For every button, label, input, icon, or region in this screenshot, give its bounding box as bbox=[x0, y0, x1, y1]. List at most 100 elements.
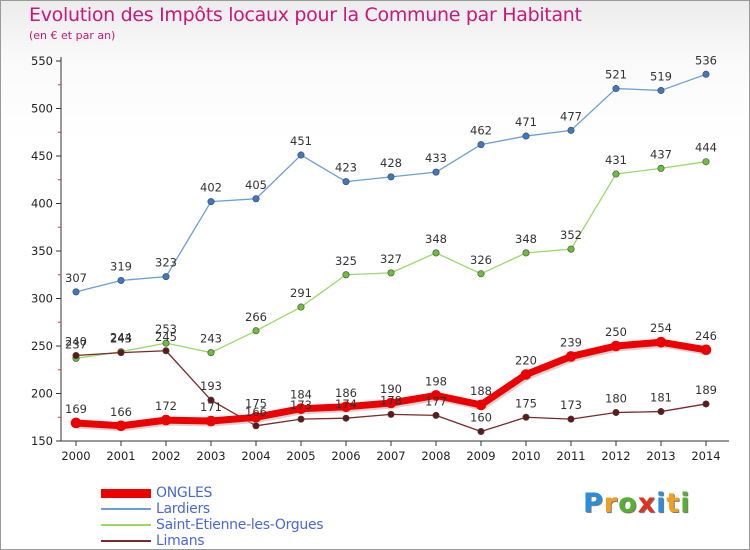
point-lardiers bbox=[72, 288, 80, 296]
data-label-lardiers: 319 bbox=[110, 259, 132, 273]
point-limans bbox=[432, 411, 440, 419]
data-label-lardiers: 402 bbox=[200, 181, 222, 195]
data-label-saint-etienne-les-orgues: 348 bbox=[515, 232, 537, 246]
data-label-saint-etienne-les-orgues: 326 bbox=[470, 253, 492, 267]
point-ongles bbox=[115, 420, 127, 432]
data-label-saint-etienne-les-orgues: 237 bbox=[65, 337, 87, 351]
point-saint-etienne-les-orgues bbox=[522, 249, 530, 257]
data-label-saint-etienne-les-orgues: 266 bbox=[245, 310, 267, 324]
data-label-limans: 166 bbox=[245, 405, 267, 419]
legend-label-ongles: ONGLES bbox=[156, 485, 213, 501]
data-label-lardiers: 462 bbox=[470, 124, 492, 138]
series-layer bbox=[70, 70, 712, 435]
data-label-ongles: 246 bbox=[695, 329, 717, 343]
point-ongles bbox=[250, 411, 262, 423]
data-label-saint-etienne-les-orgues: 291 bbox=[290, 286, 312, 300]
point-ongles bbox=[565, 351, 577, 362]
data-label-limans: 243 bbox=[110, 332, 132, 346]
point-limans bbox=[567, 415, 575, 423]
data-label-ongles: 169 bbox=[65, 402, 87, 416]
point-saint-etienne-les-orgues bbox=[702, 158, 710, 166]
data-label-ongles: 186 bbox=[335, 386, 357, 400]
chart-subtitle: (en € et par an) bbox=[29, 29, 116, 42]
point-lardiers bbox=[387, 173, 395, 181]
data-label-ongles: 190 bbox=[380, 382, 402, 396]
legend-label-lardiers: Lardiers bbox=[156, 501, 210, 517]
data-label-lardiers: 307 bbox=[65, 271, 87, 285]
legend-swatch-lardiers bbox=[101, 508, 151, 510]
data-label-limans: 178 bbox=[380, 393, 402, 407]
x-tick-label: 2013 bbox=[646, 449, 675, 463]
data-label-saint-etienne-les-orgues: 431 bbox=[605, 153, 627, 167]
logo-letter: t bbox=[666, 488, 681, 519]
point-limans bbox=[117, 349, 125, 357]
point-ongles bbox=[385, 397, 397, 409]
point-limans bbox=[702, 400, 710, 408]
point-lardiers bbox=[477, 141, 485, 149]
point-limans bbox=[342, 414, 350, 422]
data-label-limans: 160 bbox=[470, 411, 492, 425]
logo-letter: r bbox=[603, 488, 619, 519]
point-ongles bbox=[610, 340, 622, 352]
x-tick-label: 2010 bbox=[511, 449, 540, 463]
point-ongles bbox=[340, 401, 352, 413]
data-label-limans: 189 bbox=[695, 383, 717, 397]
data-label-limans: 181 bbox=[650, 391, 672, 405]
data-label-lardiers: 428 bbox=[380, 156, 402, 170]
y-tick-label: 400 bbox=[31, 197, 53, 211]
x-tick-label: 2003 bbox=[196, 449, 225, 463]
y-tick-label: 300 bbox=[31, 292, 53, 306]
x-tick-label: 2014 bbox=[691, 449, 720, 463]
y-tick-label: 350 bbox=[31, 244, 53, 258]
data-label-saint-etienne-les-orgues: 243 bbox=[200, 332, 222, 346]
point-saint-etienne-les-orgues bbox=[207, 349, 215, 357]
data-label-lardiers: 521 bbox=[605, 68, 627, 82]
x-tick-label: 2000 bbox=[61, 449, 90, 463]
point-saint-etienne-les-orgues bbox=[477, 270, 485, 278]
data-label-limans: 175 bbox=[515, 396, 537, 410]
x-tick-label: 2004 bbox=[241, 449, 270, 463]
point-lardiers bbox=[432, 168, 440, 176]
point-lardiers bbox=[657, 86, 665, 94]
data-label-ongles: 184 bbox=[290, 388, 312, 402]
x-tick-label: 2005 bbox=[286, 449, 315, 463]
x-tick-label: 2001 bbox=[106, 449, 135, 463]
data-label-ongles: 254 bbox=[650, 321, 672, 335]
data-label-limans: 240 bbox=[65, 335, 87, 349]
logo-letter: x bbox=[637, 488, 657, 519]
legend-swatch-saint-etienne-les-orgues bbox=[101, 524, 151, 526]
x-tick-label: 2002 bbox=[151, 449, 180, 463]
logo-letter: P bbox=[583, 488, 604, 519]
point-lardiers bbox=[207, 198, 215, 206]
proxiti-logo: Proxiti bbox=[583, 488, 691, 519]
point-limans bbox=[657, 408, 665, 416]
legend-label-saint-etienne-les-orgues: Saint-Etienne-les-Orgues bbox=[156, 517, 324, 533]
data-label-lardiers: 451 bbox=[290, 134, 312, 148]
point-limans bbox=[522, 413, 530, 421]
data-label-lardiers: 405 bbox=[245, 178, 267, 192]
data-label-limans: 180 bbox=[605, 392, 627, 406]
y-tick-label: 250 bbox=[31, 339, 53, 353]
point-ongles bbox=[655, 336, 667, 348]
point-ongles bbox=[160, 414, 172, 426]
data-label-ongles: 220 bbox=[515, 354, 537, 368]
logo-letter: i bbox=[680, 488, 691, 519]
point-ongles bbox=[475, 399, 487, 411]
point-lardiers bbox=[567, 126, 575, 134]
point-ongles bbox=[700, 344, 712, 356]
data-label-lardiers: 536 bbox=[695, 53, 717, 67]
data-label-lardiers: 519 bbox=[650, 69, 672, 83]
x-tick-label: 2008 bbox=[421, 449, 450, 463]
point-limans bbox=[612, 408, 620, 416]
point-lardiers bbox=[342, 178, 350, 186]
point-saint-etienne-les-orgues bbox=[297, 303, 305, 311]
data-label-lardiers: 471 bbox=[515, 115, 537, 129]
data-label-saint-etienne-les-orgues: 352 bbox=[560, 228, 582, 242]
data-label-saint-etienne-les-orgues: 437 bbox=[650, 147, 672, 161]
point-ongles bbox=[70, 417, 82, 429]
data-label-lardiers: 323 bbox=[155, 256, 177, 270]
axes: 150 200 250 300 350 400 450 500 550 2000 2001 2002 2… bbox=[31, 54, 729, 463]
x-tick-label: 2011 bbox=[556, 449, 585, 463]
data-label-limans: 173 bbox=[560, 398, 582, 412]
